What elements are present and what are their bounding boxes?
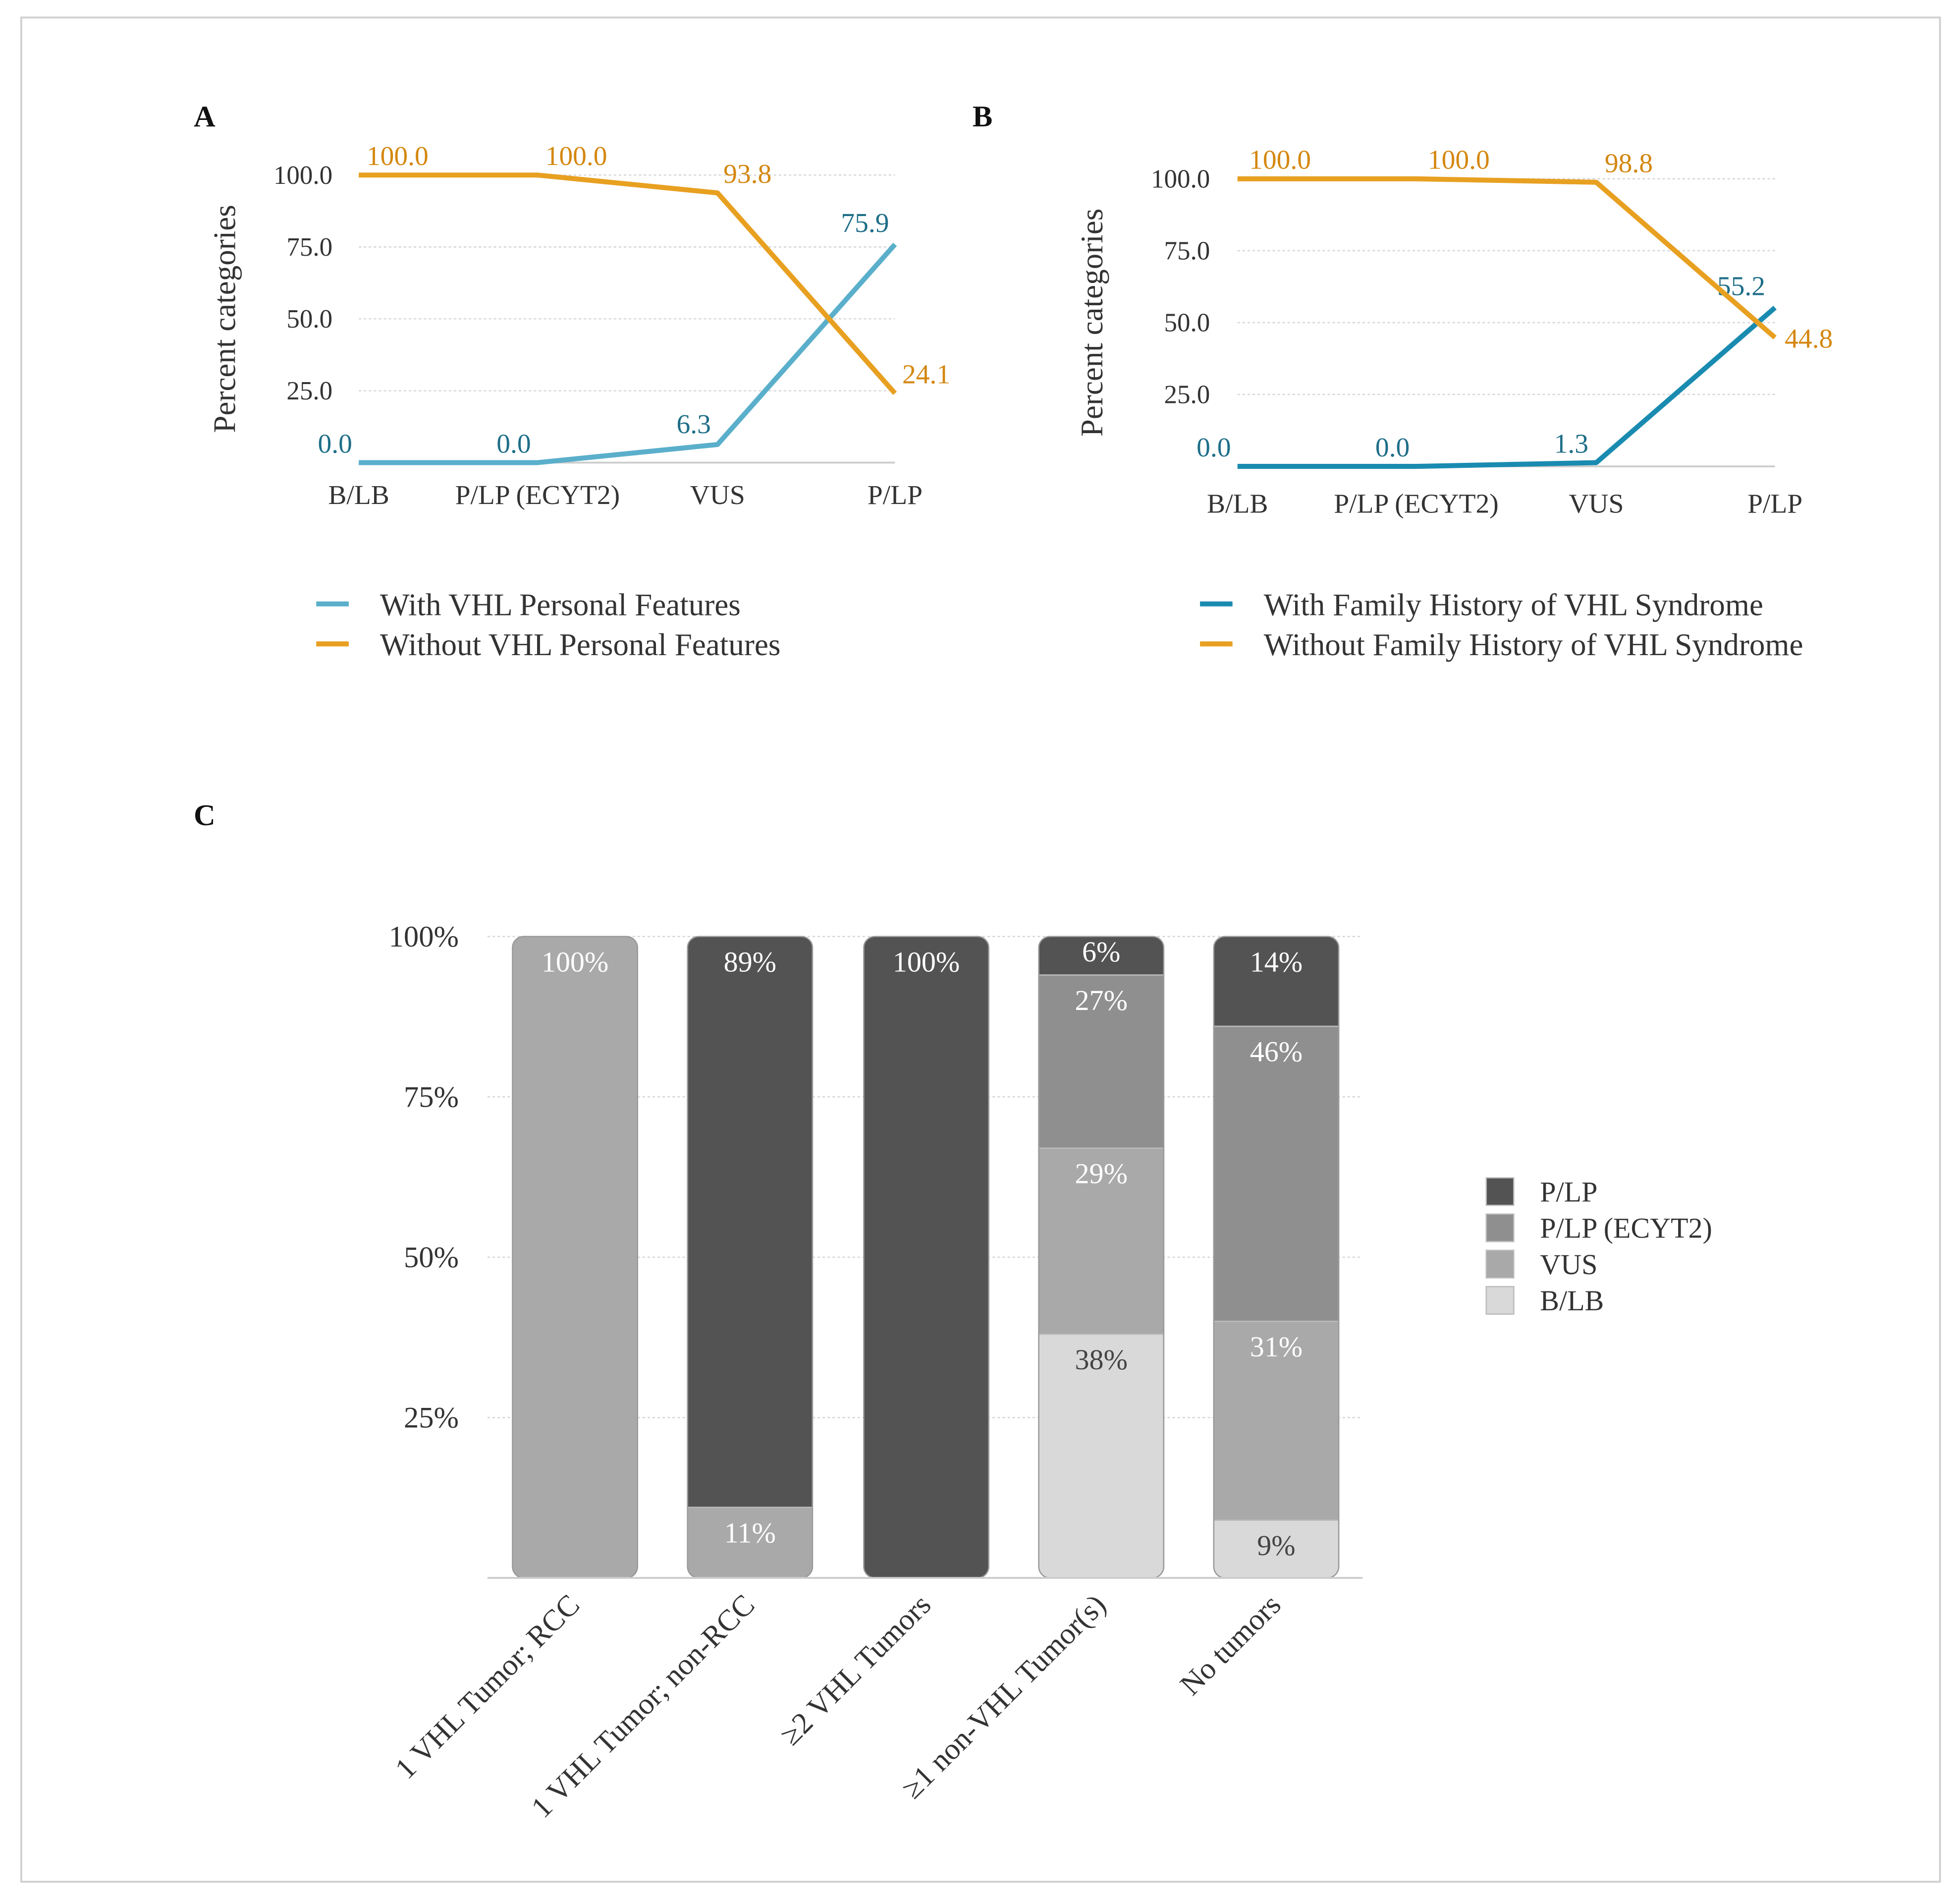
legend-label: Without Family History of VHL Syndrome	[1264, 627, 1803, 662]
stacked-bar	[1038, 936, 1164, 1578]
data-label: 55.2	[1717, 272, 1765, 302]
bar-segment-p-lp	[864, 936, 989, 1578]
x-tick-label: P/LP	[868, 480, 923, 510]
y-tick-label: 75%	[404, 1080, 459, 1114]
stacked-bar	[864, 936, 989, 1578]
legend-swatch	[1485, 1177, 1515, 1206]
legend-label: VUS	[1540, 1248, 1597, 1281]
chart-b: B 25.0 50.0 75.0 100.0 Percent categories B/LB…	[973, 100, 1833, 662]
y-tick-label: 75.0	[1164, 237, 1210, 266]
series-line-with	[359, 242, 897, 465]
data-label: 98.8	[1605, 149, 1653, 179]
y-tick-label: 100%	[389, 920, 459, 953]
legend-label: With Family History of VHL Syndrome	[1264, 587, 1763, 622]
x-tick-label: B/LB	[328, 480, 389, 510]
data-label: 24.1	[902, 359, 950, 390]
y-tick-label: 100.0	[1151, 165, 1210, 193]
bar-data-label: 11%	[724, 1516, 776, 1549]
bar-data-label: 89%	[724, 946, 776, 978]
legend-swatch	[1485, 1249, 1515, 1279]
bar-data-label: 14%	[1250, 946, 1303, 978]
y-tick-label: 50.0	[286, 305, 332, 334]
bar-data-label: 6%	[1082, 936, 1120, 968]
data-label: 6.3	[677, 409, 711, 440]
bar-data-label: 27%	[1075, 984, 1128, 1016]
y-axis-label: Percent categories	[207, 205, 242, 433]
panel-letter: A	[194, 100, 216, 133]
data-label: 100.0	[1428, 145, 1490, 175]
panel-letter: B	[973, 100, 992, 133]
y-tick-label: 50%	[404, 1241, 459, 1274]
bar-segment-p-lp	[1038, 936, 1164, 976]
bar-data-label: 46%	[1250, 1036, 1303, 1068]
x-tick-label: P/LP	[1747, 489, 1802, 519]
stacked-bar	[1213, 936, 1339, 1578]
x-tick-label: B/LB	[1207, 489, 1268, 519]
data-label: 0.0	[1375, 433, 1410, 463]
data-label: 75.9	[841, 208, 889, 238]
legend-swatch	[1485, 1286, 1515, 1315]
bar-data-label: 38%	[1075, 1343, 1128, 1376]
legend-label: B/LB	[1540, 1285, 1604, 1317]
stacked-bar	[512, 936, 638, 1578]
x-tick-label: P/LP (ECYT2)	[1334, 489, 1499, 519]
panel-letter: C	[194, 799, 216, 832]
data-label: 0.0	[496, 429, 531, 459]
bar-segment-p-lp	[687, 936, 813, 1508]
data-label: 0.0	[318, 429, 352, 459]
series-line-without	[1237, 176, 1777, 339]
bar-data-label: 100%	[542, 946, 608, 978]
bar-segment-vus	[512, 936, 638, 1578]
bar-data-label: 29%	[1075, 1157, 1128, 1189]
y-tick-label: 50.0	[1164, 309, 1210, 337]
data-label: 1.3	[1554, 429, 1588, 459]
data-label: 100.0	[367, 141, 429, 171]
bar-data-label: 9%	[1257, 1529, 1295, 1562]
y-tick-label: 25.0	[286, 377, 332, 405]
legend-label: P/LP	[1540, 1176, 1597, 1208]
stacked-bar	[687, 936, 813, 1578]
bar-data-label: 31%	[1250, 1331, 1303, 1363]
bar-data-label: 100%	[893, 946, 960, 978]
data-label: 100.0	[1249, 145, 1311, 175]
data-label: 0.0	[1197, 433, 1231, 463]
legend-label: Without VHL Personal Features	[380, 627, 780, 662]
data-label: 100.0	[545, 141, 607, 171]
y-tick-label: 100.0	[273, 161, 332, 190]
bar-segment-p-lp	[1213, 936, 1339, 1027]
y-axis-label: Percent categories	[1075, 209, 1109, 437]
y-tick-label: 25%	[404, 1401, 459, 1435]
bar-segment-p-lp-ecyt2-	[1213, 1025, 1339, 1322]
series-line-with	[1237, 305, 1777, 469]
bar-segment-vus	[1038, 1147, 1164, 1335]
y-tick-label: 25.0	[1164, 381, 1210, 409]
x-tick-label: VUS	[1569, 489, 1624, 519]
x-tick-label: P/LP (ECYT2)	[455, 480, 620, 510]
x-tick-label: VUS	[690, 480, 745, 510]
bar-segment-vus	[687, 1507, 813, 1578]
chart-a: A 25.0 50.0 75.0 100.0 Percent categories B/LB…	[194, 100, 950, 662]
legend-label: P/LP (ECYT2)	[1540, 1212, 1712, 1244]
legend-label: With VHL Personal Features	[380, 587, 741, 622]
bar-segment-vus	[1213, 1321, 1339, 1521]
data-label: 44.8	[1785, 324, 1833, 354]
legend-swatch	[1485, 1213, 1515, 1242]
data-label: 93.8	[723, 159, 771, 189]
y-tick-label: 75.0	[286, 233, 332, 262]
series-line-without	[359, 172, 897, 395]
